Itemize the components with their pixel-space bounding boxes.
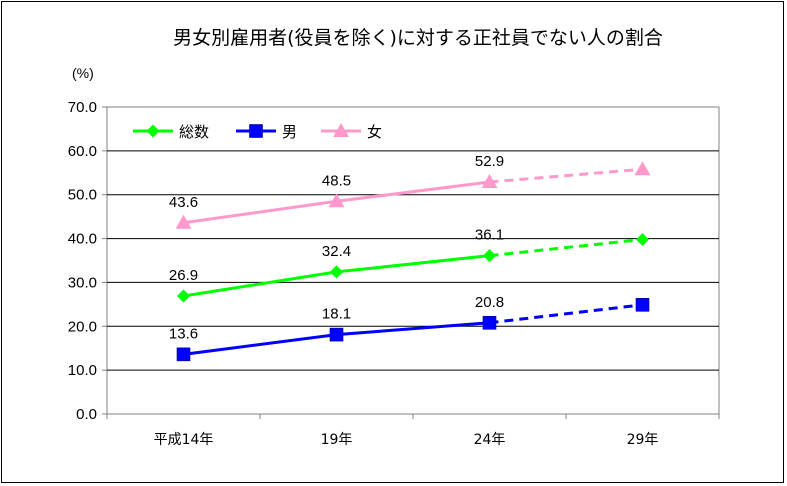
series-point xyxy=(175,214,192,229)
x-axis-ticks: 平成14年 19年 24年 29年 xyxy=(106,414,720,448)
series-line-dashed xyxy=(489,237,643,258)
y-tick-label: 70.0 xyxy=(68,99,97,116)
series-point xyxy=(483,249,496,263)
data-label: 13.6 xyxy=(169,325,198,342)
legend-label: 男 xyxy=(282,123,297,141)
legend-marker xyxy=(333,123,349,137)
y-axis-unit: (%) xyxy=(72,65,94,81)
gridlines xyxy=(107,150,719,371)
series-point xyxy=(482,315,497,330)
series-point xyxy=(636,232,649,246)
y-tick-label: 0.0 xyxy=(76,406,97,423)
y-tick-label: 10.0 xyxy=(68,362,97,379)
data-label: 32.4 xyxy=(322,243,351,260)
series-point xyxy=(328,193,345,208)
series-point xyxy=(635,297,650,312)
y-tick-label: 20.0 xyxy=(68,318,97,335)
y-tick-label: 40.0 xyxy=(68,231,97,248)
legend-marker xyxy=(146,124,160,138)
series-point xyxy=(481,173,498,188)
series-line-dashed xyxy=(489,303,643,325)
x-tick-label: 平成14年 xyxy=(154,432,214,448)
data-labels: 26.9 32.4 36.1 13.6 18.1 20.8 43.6 48.5 52.9 xyxy=(169,153,504,342)
y-tick-label: 60.0 xyxy=(68,143,97,160)
data-label: 18.1 xyxy=(322,306,351,323)
plot-area xyxy=(106,106,720,415)
series-point xyxy=(177,289,190,303)
y-tick-label: 30.0 xyxy=(68,274,97,291)
data-label: 43.6 xyxy=(169,194,198,211)
series-point xyxy=(634,161,651,176)
series-point xyxy=(176,347,191,362)
data-label: 52.9 xyxy=(475,153,504,170)
legend-label: 女 xyxy=(367,123,382,141)
x-tick-label: 24年 xyxy=(474,432,506,448)
y-axis-ticks: 0.0 10.0 20.0 30.0 40.0 50.0 60.0 70.0 xyxy=(68,99,107,423)
series-group xyxy=(175,161,651,362)
y-tick-label: 50.0 xyxy=(68,187,97,204)
legend-label: 総数 xyxy=(179,123,209,141)
x-tick-label: 19年 xyxy=(321,432,353,448)
legend: 総数 男 女 xyxy=(133,123,382,141)
data-label: 20.8 xyxy=(475,294,504,311)
data-label: 26.9 xyxy=(169,267,198,284)
legend-marker xyxy=(249,124,263,138)
data-label: 36.1 xyxy=(475,227,504,244)
x-tick-label: 29年 xyxy=(627,432,659,448)
series-point xyxy=(330,265,343,279)
data-label: 48.5 xyxy=(322,172,351,189)
series-point xyxy=(329,327,344,342)
chart-title: 男女別雇用者(役員を除く)に対する正社員でない人の割合 xyxy=(173,27,663,49)
series-line-dashed xyxy=(489,167,643,184)
